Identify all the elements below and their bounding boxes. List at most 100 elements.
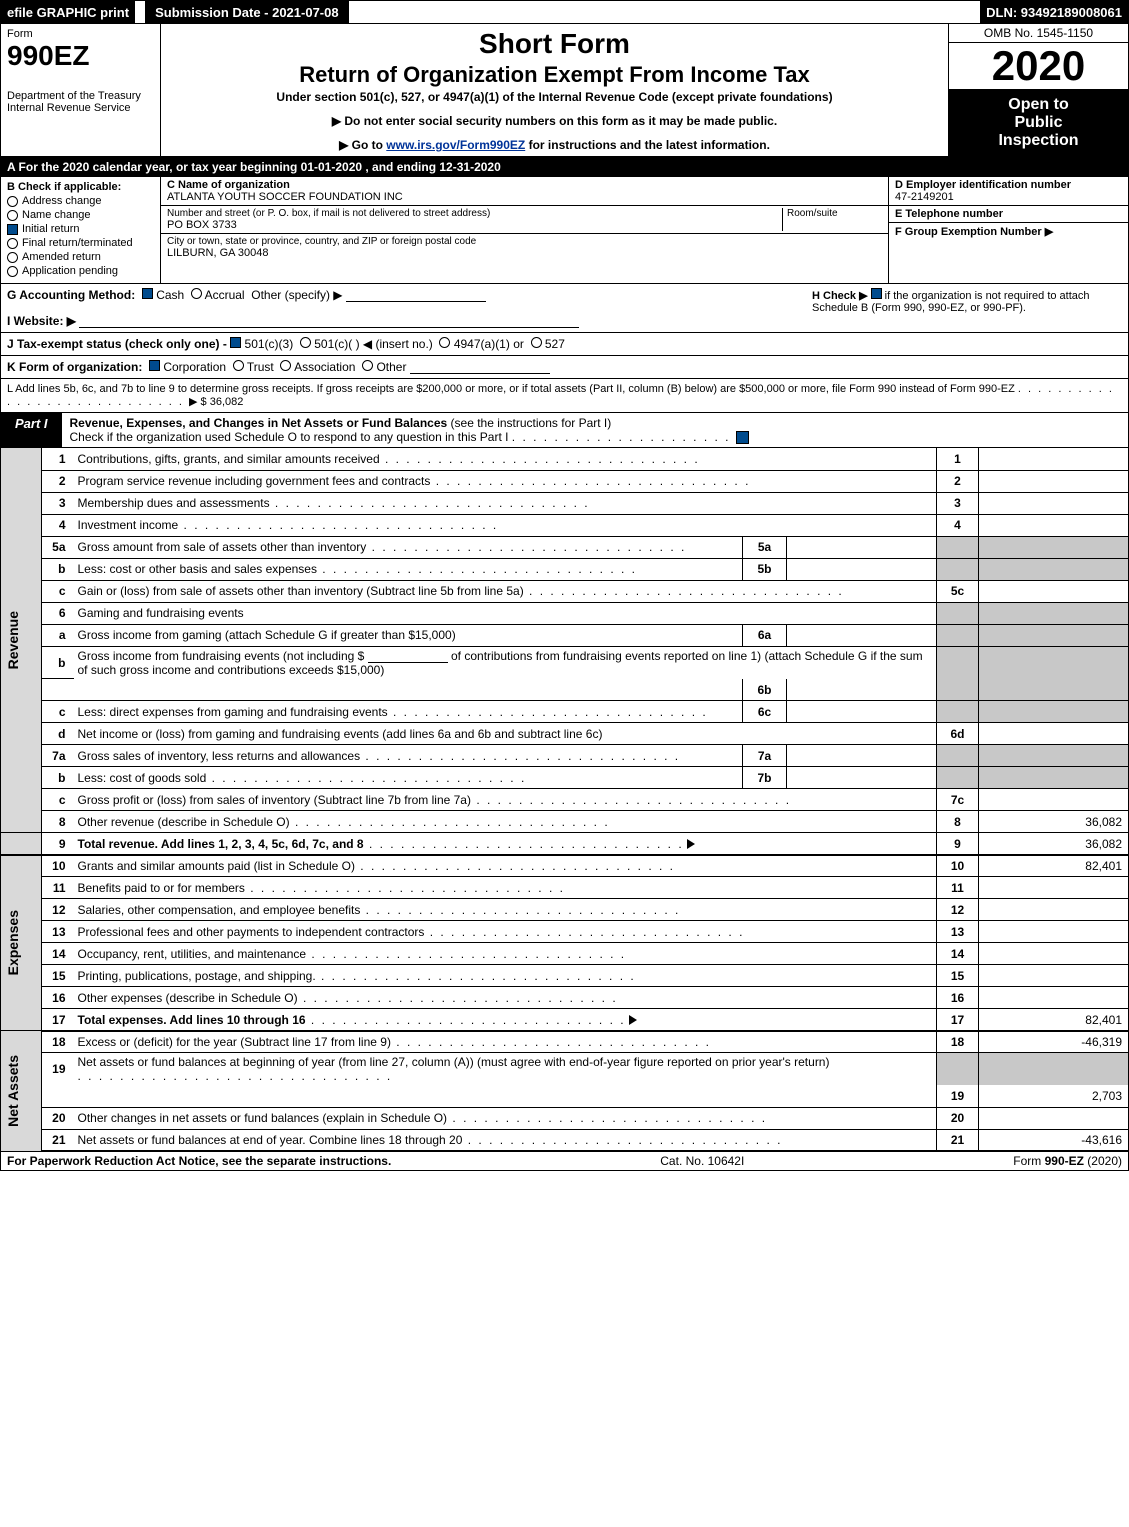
- chk-501c3[interactable]: [230, 337, 241, 348]
- col-c-org-info: C Name of organization ATLANTA YOUTH SOC…: [161, 177, 888, 283]
- j-opt1: 501(c)(3): [245, 337, 294, 351]
- right-val: -43,616: [979, 1129, 1129, 1151]
- chk-name-change[interactable]: Name change: [7, 209, 154, 221]
- line-desc: Grants and similar amounts paid (list in…: [78, 859, 355, 873]
- line-5b: b Less: cost or other basis and sales ex…: [1, 558, 1129, 580]
- c-label: C Name of organization: [167, 179, 882, 191]
- checkbox-icon: [7, 252, 18, 263]
- shaded-cell: [979, 558, 1129, 580]
- line-num: 9: [42, 833, 74, 855]
- right-val: 2,703: [979, 1085, 1129, 1107]
- row-l: L Add lines 5b, 6c, and 7b to line 9 to …: [0, 379, 1129, 413]
- chk-schedule-o[interactable]: [736, 431, 749, 444]
- line-desc: Printing, publications, postage, and shi…: [78, 969, 316, 983]
- efile-print-label[interactable]: efile GRAPHIC print: [1, 1, 135, 23]
- sub-num: 6c: [743, 701, 787, 723]
- j-label: J Tax-exempt status (check only one) -: [7, 337, 230, 351]
- line-6d: d Net income or (loss) from gaming and f…: [1, 723, 1129, 745]
- i-website-label: I Website: ▶: [7, 314, 76, 328]
- chk-final-return[interactable]: Final return/terminated: [7, 237, 154, 249]
- line-desc: Gaming and fundraising events: [78, 606, 244, 620]
- revenue-side-label: Revenue: [5, 611, 21, 669]
- chk-association[interactable]: [280, 360, 291, 371]
- right-num: 15: [937, 965, 979, 987]
- chk-4947[interactable]: [439, 337, 450, 348]
- ein-value: 47-2149201: [895, 191, 1122, 203]
- right-val: 82,401: [979, 1009, 1129, 1031]
- netassets-side-label: Net Assets: [5, 1055, 21, 1127]
- footer-left: For Paperwork Reduction Act Notice, see …: [7, 1154, 391, 1168]
- g-label: G Accounting Method:: [7, 288, 135, 302]
- chk-corporation[interactable]: [149, 360, 160, 371]
- right-num: 16: [937, 987, 979, 1009]
- line-7b: b Less: cost of goods sold 7b: [1, 767, 1129, 789]
- k-other-input[interactable]: [410, 360, 550, 374]
- line-19-b: 19 2,703: [1, 1085, 1129, 1107]
- line-num: 4: [42, 514, 74, 536]
- right-num: 6d: [937, 723, 979, 745]
- h-check: H Check ▶ if the organization is not req…: [812, 288, 1122, 328]
- chk-amended-return[interactable]: Amended return: [7, 251, 154, 263]
- right-val: [979, 492, 1129, 514]
- line-num: 1: [42, 448, 74, 470]
- chk-address-change[interactable]: Address change: [7, 195, 154, 207]
- sub-num: 7a: [743, 745, 787, 767]
- shaded-cell: [979, 624, 1129, 646]
- chk-501c[interactable]: [300, 337, 311, 348]
- line-desc: Benefits paid to or for members: [78, 881, 245, 895]
- 6b-amount-input[interactable]: [368, 649, 448, 663]
- line-num: 18: [42, 1031, 74, 1053]
- line-1: Revenue 1 Contributions, gifts, grants, …: [1, 448, 1129, 470]
- g-accounting: G Accounting Method: Cash Accrual Other …: [7, 288, 792, 328]
- sub-num: 6a: [743, 624, 787, 646]
- right-num: 5c: [937, 580, 979, 602]
- row-j: J Tax-exempt status (check only one) - 5…: [0, 333, 1129, 356]
- chk-application-pending[interactable]: Application pending: [7, 265, 154, 277]
- k-label: K Form of organization:: [7, 360, 142, 374]
- g-other-input[interactable]: [346, 288, 486, 302]
- chk-527[interactable]: [531, 337, 542, 348]
- chk-label: Final return/terminated: [22, 237, 133, 249]
- addr-value: PO BOX 3733: [167, 219, 782, 231]
- line-3: 3 Membership dues and assessments 3: [1, 492, 1129, 514]
- city-row: City or town, state or province, country…: [161, 234, 888, 261]
- j-opt3: 4947(a)(1) or: [454, 337, 524, 351]
- org-name: ATLANTA YOUTH SOCCER FOUNDATION INC: [167, 191, 882, 203]
- chk-cash[interactable]: [142, 288, 153, 299]
- chk-label: Initial return: [22, 223, 79, 235]
- chk-other-org[interactable]: [362, 360, 373, 371]
- arrow-icon: [687, 839, 695, 849]
- line-6c: c Less: direct expenses from gaming and …: [1, 701, 1129, 723]
- chk-accrual[interactable]: [191, 288, 202, 299]
- line-6: 6 Gaming and fundraising events: [1, 602, 1129, 624]
- right-num: 11: [937, 877, 979, 899]
- right-val: [979, 965, 1129, 987]
- shaded-cell: [937, 679, 979, 701]
- line-14: 14 Occupancy, rent, utilities, and maint…: [1, 943, 1129, 965]
- chk-h[interactable]: [871, 288, 882, 299]
- checkbox-icon: [7, 196, 18, 207]
- l-amount: ▶ $ 36,082: [189, 396, 243, 408]
- right-num: 8: [937, 811, 979, 833]
- part-1-tab: Part I: [1, 413, 62, 447]
- chk-initial-return[interactable]: Initial return: [7, 223, 154, 235]
- shaded-cell: [979, 646, 1129, 679]
- line-num: 14: [42, 943, 74, 965]
- part-1-title-rest: (see the instructions for Part I): [447, 416, 611, 430]
- form-word: Form: [7, 28, 154, 40]
- col-b-checkboxes: B Check if applicable: Address change Na…: [1, 177, 161, 283]
- line-20: 20 Other changes in net assets or fund b…: [1, 1107, 1129, 1129]
- website-input[interactable]: [79, 314, 579, 328]
- chk-trust[interactable]: [233, 360, 244, 371]
- e-label: E Telephone number: [895, 208, 1122, 220]
- f-group-row: F Group Exemption Number ▶: [889, 223, 1128, 283]
- line-desc: Total revenue. Add lines 1, 2, 3, 4, 5c,…: [78, 837, 364, 851]
- line-18: Net Assets 18 Excess or (deficit) for th…: [1, 1031, 1129, 1053]
- subtitle: Under section 501(c), 527, or 4947(a)(1)…: [169, 90, 940, 104]
- irs-link[interactable]: www.irs.gov/Form990EZ: [386, 138, 525, 152]
- open-line-1: Open to: [953, 96, 1124, 114]
- line-desc: Excess or (deficit) for the year (Subtra…: [78, 1035, 391, 1049]
- empty: [42, 679, 74, 701]
- line-num: 13: [42, 921, 74, 943]
- line-5a: 5a Gross amount from sale of assets othe…: [1, 536, 1129, 558]
